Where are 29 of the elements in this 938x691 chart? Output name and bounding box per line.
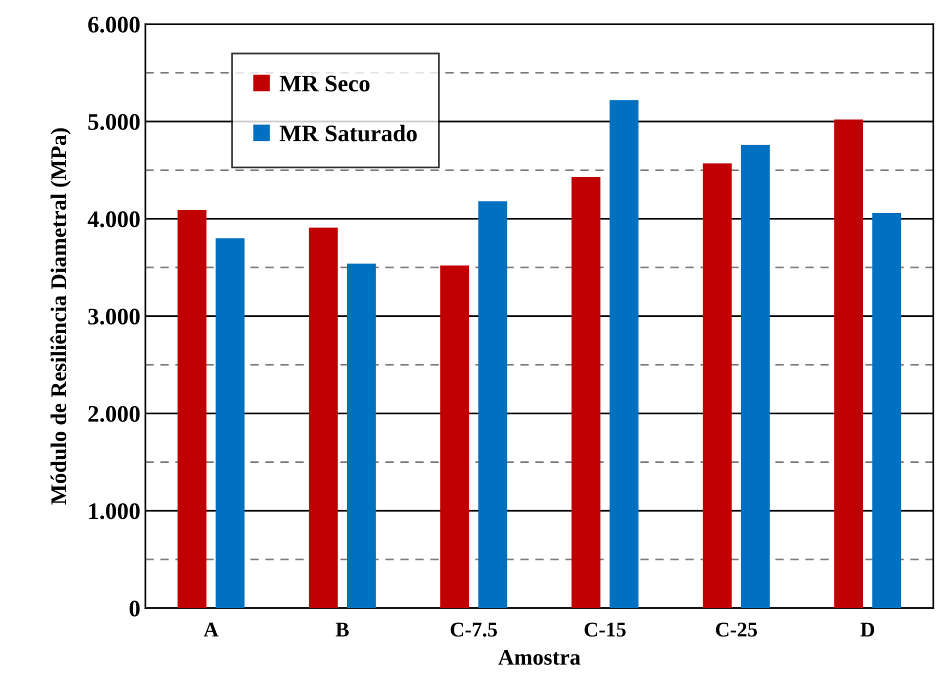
bar [572,176,600,608]
y-tick-label: 4.000 [88,211,140,228]
x-tick-label: C-25 [716,622,757,637]
x-axis-title: Amostra [498,650,580,665]
bar [872,212,902,608]
x-tick-label: C-7.5 [450,622,497,637]
x-tick-label: B [336,622,349,636]
bar [346,264,376,608]
bar [740,144,770,608]
y-tick-label: 0 [130,600,140,617]
legend-label: MR Saturado [280,124,417,142]
bar [216,238,245,608]
bar [308,228,338,608]
y-tick-label: 2.000 [88,406,140,422]
x-tick-label: D [860,622,874,636]
y-tick-label: 5.000 [88,114,140,130]
bar [478,201,508,608]
bar [702,163,732,608]
x-tick-label: A [204,622,218,636]
bar [834,120,864,608]
bar [440,266,470,608]
bar [610,100,638,608]
y-tick-label: 3.000 [88,308,140,325]
y-tick-label: 1.000 [89,503,140,520]
x-tick-label: C-15 [584,622,626,637]
legend-label: MR Seco [280,76,370,92]
y-tick-label: 6.000 [88,16,140,33]
bar [178,210,206,608]
y-axis-title: Módulo de Resiliência Diametral (MPa) [50,128,71,505]
